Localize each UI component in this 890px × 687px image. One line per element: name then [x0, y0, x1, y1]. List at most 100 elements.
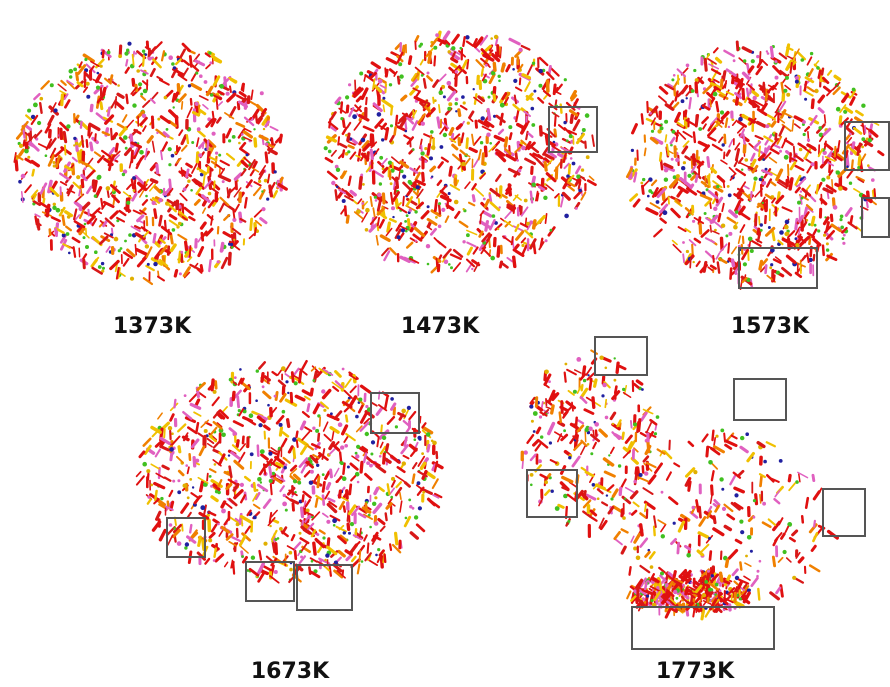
- bond: [212, 497, 217, 501]
- bond: [134, 211, 140, 214]
- atom: [693, 69, 696, 72]
- bond: [366, 504, 367, 512]
- bond: [34, 94, 39, 99]
- bond: [692, 245, 693, 255]
- bond: [592, 135, 594, 146]
- bond: [578, 421, 583, 424]
- bond: [463, 61, 466, 68]
- bond: [828, 71, 831, 75]
- bond: [516, 225, 519, 231]
- atom: [68, 252, 71, 255]
- atom: [297, 481, 301, 485]
- bond: [445, 32, 449, 38]
- atom: [382, 97, 385, 100]
- bond: [123, 115, 127, 122]
- bond: [483, 248, 490, 255]
- atom: [381, 138, 384, 141]
- atom: [390, 397, 394, 401]
- atom: [516, 159, 519, 162]
- atom: [257, 477, 262, 482]
- atom: [253, 128, 255, 130]
- bond: [336, 190, 337, 200]
- atom: [567, 520, 570, 523]
- bond: [251, 171, 254, 176]
- bond: [627, 592, 630, 599]
- bond: [147, 217, 148, 225]
- bond: [430, 136, 431, 143]
- bond: [812, 546, 815, 550]
- bond: [192, 85, 201, 90]
- bond: [656, 109, 657, 117]
- atom: [745, 555, 748, 558]
- atom: [426, 432, 431, 437]
- bond: [536, 444, 541, 450]
- bond: [255, 210, 262, 217]
- bond: [672, 209, 680, 217]
- bond: [724, 51, 733, 56]
- bond: [498, 46, 499, 56]
- atom: [287, 392, 289, 394]
- atom: [333, 524, 336, 527]
- atom: [118, 249, 121, 252]
- bond: [710, 225, 711, 232]
- bond: [854, 189, 860, 192]
- atom: [569, 134, 573, 138]
- bond: [790, 538, 794, 541]
- bond: [39, 144, 48, 148]
- bond: [273, 543, 275, 552]
- atom: [409, 209, 412, 212]
- atom: [347, 466, 350, 469]
- bond: [785, 140, 792, 145]
- bond: [713, 231, 719, 234]
- bond: [52, 217, 60, 221]
- bond: [175, 400, 176, 407]
- atom: [253, 516, 257, 520]
- bond: [343, 119, 344, 127]
- atom: [751, 59, 755, 63]
- atom: [171, 432, 174, 435]
- bond: [476, 121, 477, 127]
- atom: [775, 76, 779, 80]
- bond: [133, 55, 134, 65]
- atom: [404, 220, 407, 223]
- bond: [783, 239, 793, 244]
- bond: [302, 465, 306, 472]
- bond: [655, 464, 661, 473]
- bond: [763, 61, 768, 66]
- bond: [427, 76, 431, 80]
- bond: [735, 488, 743, 492]
- atom: [397, 235, 401, 239]
- atom: [816, 66, 820, 70]
- bond: [490, 75, 494, 83]
- bond: [340, 491, 341, 497]
- atom: [762, 202, 764, 204]
- bond: [201, 482, 203, 491]
- bond: [98, 156, 103, 162]
- bond: [703, 435, 708, 442]
- bond: [670, 498, 678, 504]
- bond: [724, 581, 729, 583]
- atom: [473, 88, 475, 90]
- atom: [250, 452, 254, 456]
- bond: [232, 537, 241, 541]
- atom: [774, 60, 777, 63]
- bond: [164, 429, 165, 437]
- atom: [409, 181, 413, 185]
- atom: [846, 165, 849, 168]
- bond: [541, 127, 542, 135]
- atom: [570, 157, 573, 160]
- atom: [73, 68, 77, 72]
- bond: [171, 415, 174, 421]
- bond: [347, 106, 348, 112]
- atom: [210, 93, 214, 97]
- bond: [802, 516, 803, 522]
- bond: [634, 384, 638, 387]
- bond: [789, 483, 795, 490]
- atom: [215, 152, 218, 155]
- bond: [49, 116, 53, 124]
- bond: [758, 589, 759, 600]
- atom: [521, 244, 524, 247]
- bond: [611, 413, 615, 419]
- atom: [691, 89, 695, 93]
- bond: [230, 467, 232, 477]
